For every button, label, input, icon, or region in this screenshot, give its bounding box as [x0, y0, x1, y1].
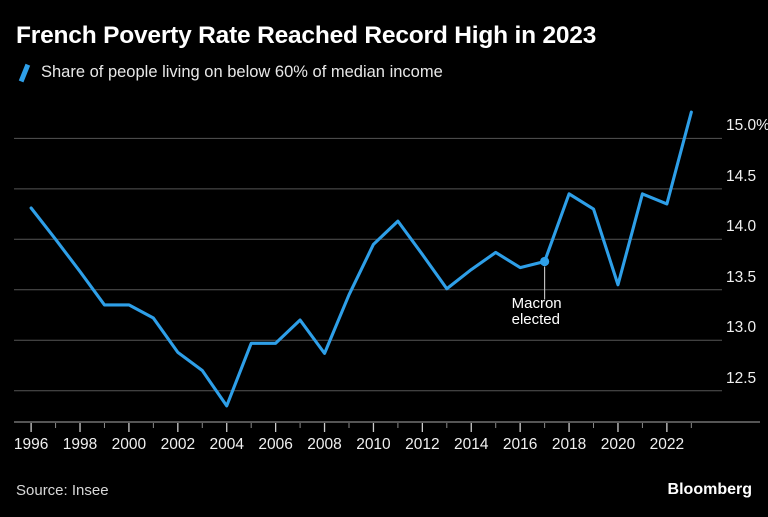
x-axis-tick-label: 2016 — [502, 436, 538, 453]
x-axis-tick-label: 2012 — [405, 436, 440, 453]
x-axis-tick-label: 2008 — [307, 436, 342, 453]
y-axis-tick-label: 12.5 — [726, 369, 757, 387]
x-axis-tick-label: 2000 — [111, 436, 147, 453]
page-title: French Poverty Rate Reached Record High … — [16, 22, 597, 49]
x-axis-tick-label: 2002 — [160, 436, 196, 453]
x-axis-tick-label: 2018 — [551, 436, 587, 453]
annotation-line-2: elected — [511, 311, 560, 329]
brand-label: Bloomberg — [667, 481, 752, 498]
series-line-0 — [29, 110, 693, 408]
x-axis-tick-label: 2006 — [258, 436, 293, 453]
x-axis-tick-label: 2020 — [600, 436, 636, 453]
chart-legend: Share of people living on below 60% of m… — [16, 63, 443, 82]
legend-series-label: Share of people living on below 60% of m… — [41, 63, 443, 81]
y-axis-tick-label: 14.5 — [726, 167, 757, 185]
y-axis-tick-label: 15.0% — [726, 117, 768, 135]
y-axis-tick-label: 14.0 — [726, 218, 757, 236]
x-axis-tick-label: 2010 — [356, 436, 391, 453]
annotation-line-1: Macron — [511, 294, 562, 312]
y-axis-tick-label: 13.0 — [726, 319, 757, 337]
x-axis-tick-label: 1998 — [62, 436, 98, 453]
x-axis-tick-label: 1996 — [13, 436, 49, 453]
x-axis-tick-label: 2014 — [454, 436, 489, 453]
y-axis-tick-label: 13.5 — [726, 268, 757, 286]
annotation-point-marker — [540, 256, 550, 267]
x-axis-tick-label: 2004 — [209, 436, 244, 453]
annotation-macron-elected: Macron elected — [511, 294, 562, 330]
x-axis-tick-label: 2022 — [649, 436, 685, 453]
source-note: Source: Insee — [16, 482, 109, 499]
